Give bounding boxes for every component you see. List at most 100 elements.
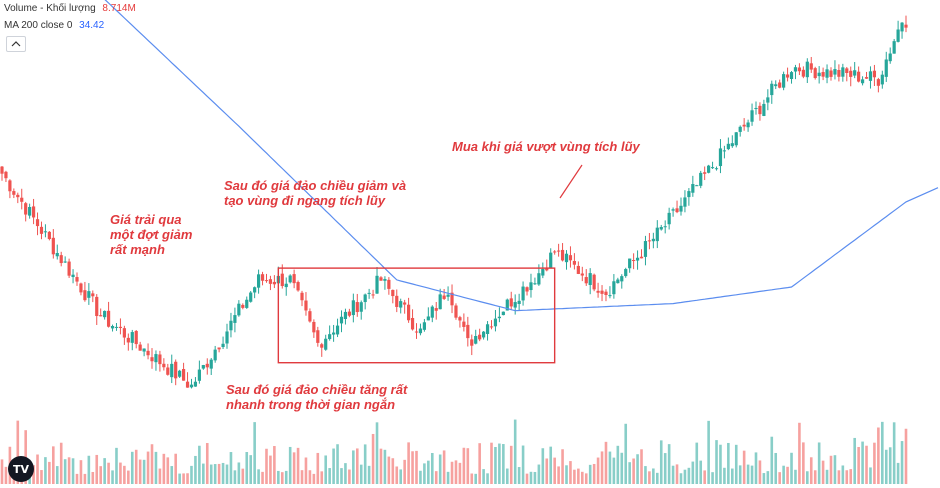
candle-body [517, 300, 521, 304]
volume-bar [809, 457, 813, 484]
volume-bar [292, 452, 296, 484]
candle-body [643, 241, 648, 257]
volume-bar [683, 469, 687, 484]
volume-bar [881, 421, 884, 484]
volume-bar [127, 470, 130, 484]
volume-bar [679, 473, 683, 484]
volume-bar [813, 470, 817, 484]
candle-body [118, 326, 123, 328]
candle-body [900, 22, 904, 32]
candle-body [4, 171, 8, 179]
candle-body [363, 294, 367, 303]
volume-bar [727, 442, 730, 484]
volume-bar [170, 466, 174, 484]
collapse-legend-button[interactable] [6, 36, 26, 52]
candle-body [292, 274, 296, 284]
volume-bar [667, 444, 671, 484]
volume-bar [533, 471, 537, 484]
volume-bar [296, 447, 300, 484]
volume-bar [427, 460, 430, 484]
candle-body [620, 276, 624, 282]
buy-pointer-line [559, 164, 583, 199]
candle-body [371, 294, 375, 296]
volume-bar [265, 448, 268, 484]
candle-body [205, 363, 209, 368]
candle-body [762, 103, 766, 116]
volume-bar [328, 468, 331, 484]
volume-bar [817, 442, 821, 484]
volume-bar [853, 437, 856, 484]
tradingview-logo[interactable]: TV [8, 456, 34, 482]
candle-body [399, 301, 403, 308]
candle-body [138, 344, 142, 351]
volume-bar [332, 448, 335, 484]
annotation-reverse-up: Sau đó giá đảo chiều tăng rất nhanh tron… [226, 382, 408, 412]
volume-bar [565, 465, 568, 484]
volume-bar [873, 442, 876, 484]
volume-bar [213, 464, 217, 484]
volume-bar [517, 467, 521, 484]
candle-body [106, 310, 111, 327]
volume-bar [99, 466, 102, 484]
candle-body [639, 256, 644, 259]
volume-bar [36, 454, 39, 484]
volume-bar [134, 449, 138, 484]
candle-body [268, 279, 273, 284]
volume-legend: Volume - Khối lượng 8.714M [4, 3, 136, 14]
volume-bar [857, 446, 860, 484]
candle-body [758, 105, 762, 115]
volume-bar [280, 472, 284, 484]
candle-body [288, 275, 292, 283]
candle-body [797, 67, 802, 72]
volume-bar [415, 450, 418, 484]
candle-body [521, 286, 525, 301]
candle-body [545, 268, 549, 271]
volume-bar [423, 463, 426, 484]
candle-body [458, 317, 462, 321]
volume-bar [55, 466, 59, 484]
volume-bar [403, 459, 406, 484]
candle-body [126, 337, 130, 343]
volume-bar [892, 422, 896, 484]
candle-body [367, 292, 371, 294]
candle-body [833, 69, 837, 75]
volume-bar [525, 473, 529, 484]
candle-body [312, 321, 316, 333]
candle-body [525, 287, 529, 292]
volume-bar [352, 450, 355, 484]
candle-body [884, 59, 888, 77]
candle-body [785, 74, 790, 78]
volume-bar [233, 470, 237, 484]
candle-body [379, 277, 383, 281]
candle-body [695, 185, 699, 187]
candle-body [221, 343, 225, 348]
candle-body [16, 194, 20, 198]
volume-bar [486, 473, 489, 484]
candle-body [150, 357, 154, 362]
candle-body [537, 273, 541, 285]
candle-body [245, 299, 249, 308]
volume-bar [44, 457, 47, 484]
volume-legend-label: Volume - Khối lượng [4, 3, 96, 14]
volume-bar [841, 465, 845, 484]
volume-bar [703, 470, 706, 484]
volume-bar [482, 469, 485, 484]
annotation-reverse-down: Sau đó giá đảo chiều giảm và tạo vùng đi… [224, 178, 407, 208]
candle-body [482, 331, 486, 338]
candle-body [478, 334, 482, 340]
candle-body [75, 277, 79, 282]
volume-legend-value: 8.714M [102, 3, 136, 14]
volume-bar [715, 440, 718, 484]
candle-body [233, 315, 237, 323]
candle-body [557, 250, 561, 252]
volume-bar [383, 449, 387, 484]
volume-bar [158, 468, 162, 484]
annotation-buy: Mua khi giá vượt vùng tích lũy [452, 139, 640, 154]
volume-bar [659, 440, 663, 484]
candle-body [446, 294, 450, 297]
volume-bar [494, 447, 497, 484]
volume-bar [691, 461, 695, 484]
volume-bar [123, 465, 126, 484]
volume-bar [580, 471, 584, 484]
